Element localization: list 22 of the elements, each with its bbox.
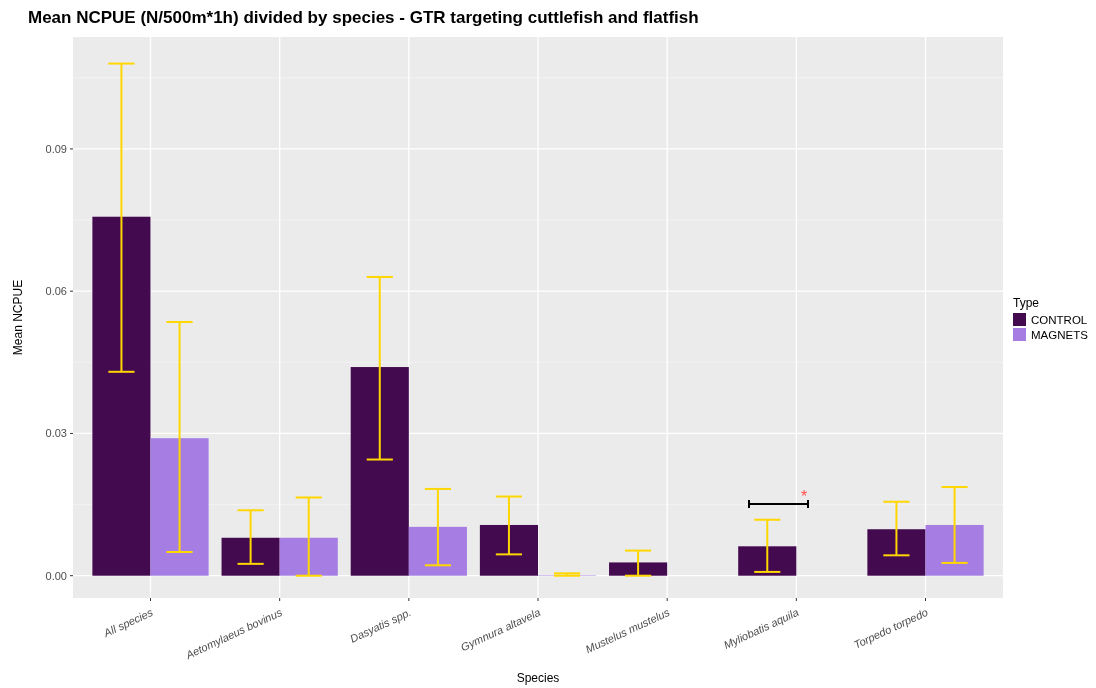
bar: [738, 546, 797, 576]
bar: [925, 524, 984, 576]
annotation: *: [800, 488, 808, 505]
legend-title: Type: [1013, 296, 1040, 310]
bar: [350, 367, 409, 576]
y-tick-label: 0.03: [45, 427, 67, 440]
bar: [221, 537, 280, 576]
bar: [92, 216, 151, 576]
bar: [479, 524, 538, 576]
chart-title: Mean NCPUE (N/500m*1h) divided by species - GTR targeting cuttlefish and flatfish: [28, 8, 699, 27]
bar: [150, 438, 209, 576]
y-tick-label: 0.00: [45, 569, 67, 582]
x-axis-title: Species: [516, 671, 560, 685]
y-tick-label: 0.06: [45, 285, 67, 298]
legend-label: CONTROL: [1031, 314, 1088, 327]
y-tick-label: 0.09: [45, 142, 67, 155]
y-axis-title: Mean NCPUE: [11, 279, 25, 356]
bar: [609, 562, 668, 576]
bar: [867, 529, 926, 576]
legend-label: MAGNETS: [1031, 329, 1089, 342]
bar: [279, 537, 338, 576]
bar: [408, 526, 467, 576]
